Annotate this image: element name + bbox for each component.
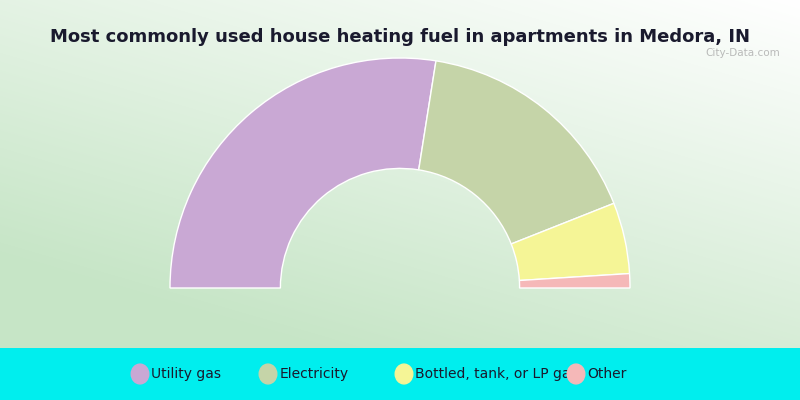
- Text: Electricity: Electricity: [279, 367, 348, 381]
- Text: City-Data.com: City-Data.com: [706, 48, 780, 58]
- Wedge shape: [170, 58, 436, 288]
- Text: Utility gas: Utility gas: [151, 367, 221, 381]
- Wedge shape: [418, 61, 614, 244]
- Text: Bottled, tank, or LP gas: Bottled, tank, or LP gas: [415, 367, 578, 381]
- Ellipse shape: [131, 364, 149, 384]
- Ellipse shape: [567, 364, 585, 384]
- Text: Other: Other: [587, 367, 626, 381]
- Ellipse shape: [259, 364, 277, 384]
- Wedge shape: [519, 274, 630, 288]
- Ellipse shape: [395, 364, 413, 384]
- Wedge shape: [511, 203, 630, 280]
- Text: Most commonly used house heating fuel in apartments in Medora, IN: Most commonly used house heating fuel in…: [50, 28, 750, 46]
